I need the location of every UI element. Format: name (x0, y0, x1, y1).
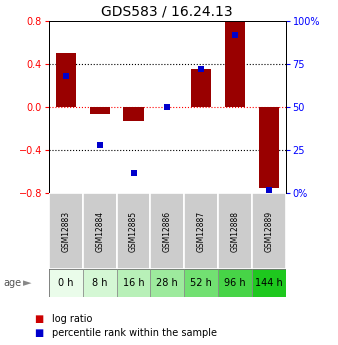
Text: log ratio: log ratio (52, 314, 93, 324)
Text: 16 h: 16 h (123, 278, 144, 288)
Bar (83, 269, 117, 297)
Bar (225, 21, 245, 107)
Bar (150, 193, 184, 269)
Bar (117, 269, 150, 297)
Point (131, 170, 136, 175)
Bar (90, 107, 110, 115)
Bar (49, 269, 83, 297)
Bar (191, 69, 211, 107)
Bar (117, 193, 150, 269)
Text: ►: ► (23, 278, 31, 288)
Point (266, 187, 271, 193)
Bar (184, 269, 218, 297)
Bar (123, 107, 144, 121)
Text: GSM12888: GSM12888 (231, 211, 239, 252)
Bar (259, 107, 279, 188)
Bar (252, 193, 286, 269)
Title: GDS583 / 16.24.13: GDS583 / 16.24.13 (101, 4, 233, 18)
Text: percentile rank within the sample: percentile rank within the sample (52, 328, 217, 338)
Text: ■: ■ (34, 314, 43, 324)
Text: GSM12883: GSM12883 (62, 210, 70, 252)
Text: GSM12885: GSM12885 (129, 210, 138, 252)
Point (165, 104, 170, 110)
Text: GSM12886: GSM12886 (163, 210, 172, 252)
Point (97, 142, 102, 148)
Text: GSM12887: GSM12887 (197, 210, 206, 252)
Point (63, 73, 69, 79)
Text: 144 h: 144 h (255, 278, 283, 288)
Bar (150, 269, 184, 297)
Text: 96 h: 96 h (224, 278, 246, 288)
Bar (252, 269, 286, 297)
Point (232, 32, 238, 37)
Text: ■: ■ (34, 328, 43, 338)
Text: GSM12889: GSM12889 (264, 210, 273, 252)
Text: 52 h: 52 h (190, 278, 212, 288)
Text: age: age (3, 278, 22, 288)
Text: 0 h: 0 h (58, 278, 74, 288)
Bar (83, 193, 117, 269)
Text: GSM12884: GSM12884 (95, 210, 104, 252)
Point (198, 66, 204, 72)
Bar (184, 193, 218, 269)
Bar (218, 193, 252, 269)
Text: 28 h: 28 h (156, 278, 178, 288)
Text: 8 h: 8 h (92, 278, 107, 288)
Bar (56, 53, 76, 107)
Bar (218, 269, 252, 297)
Bar (49, 193, 83, 269)
